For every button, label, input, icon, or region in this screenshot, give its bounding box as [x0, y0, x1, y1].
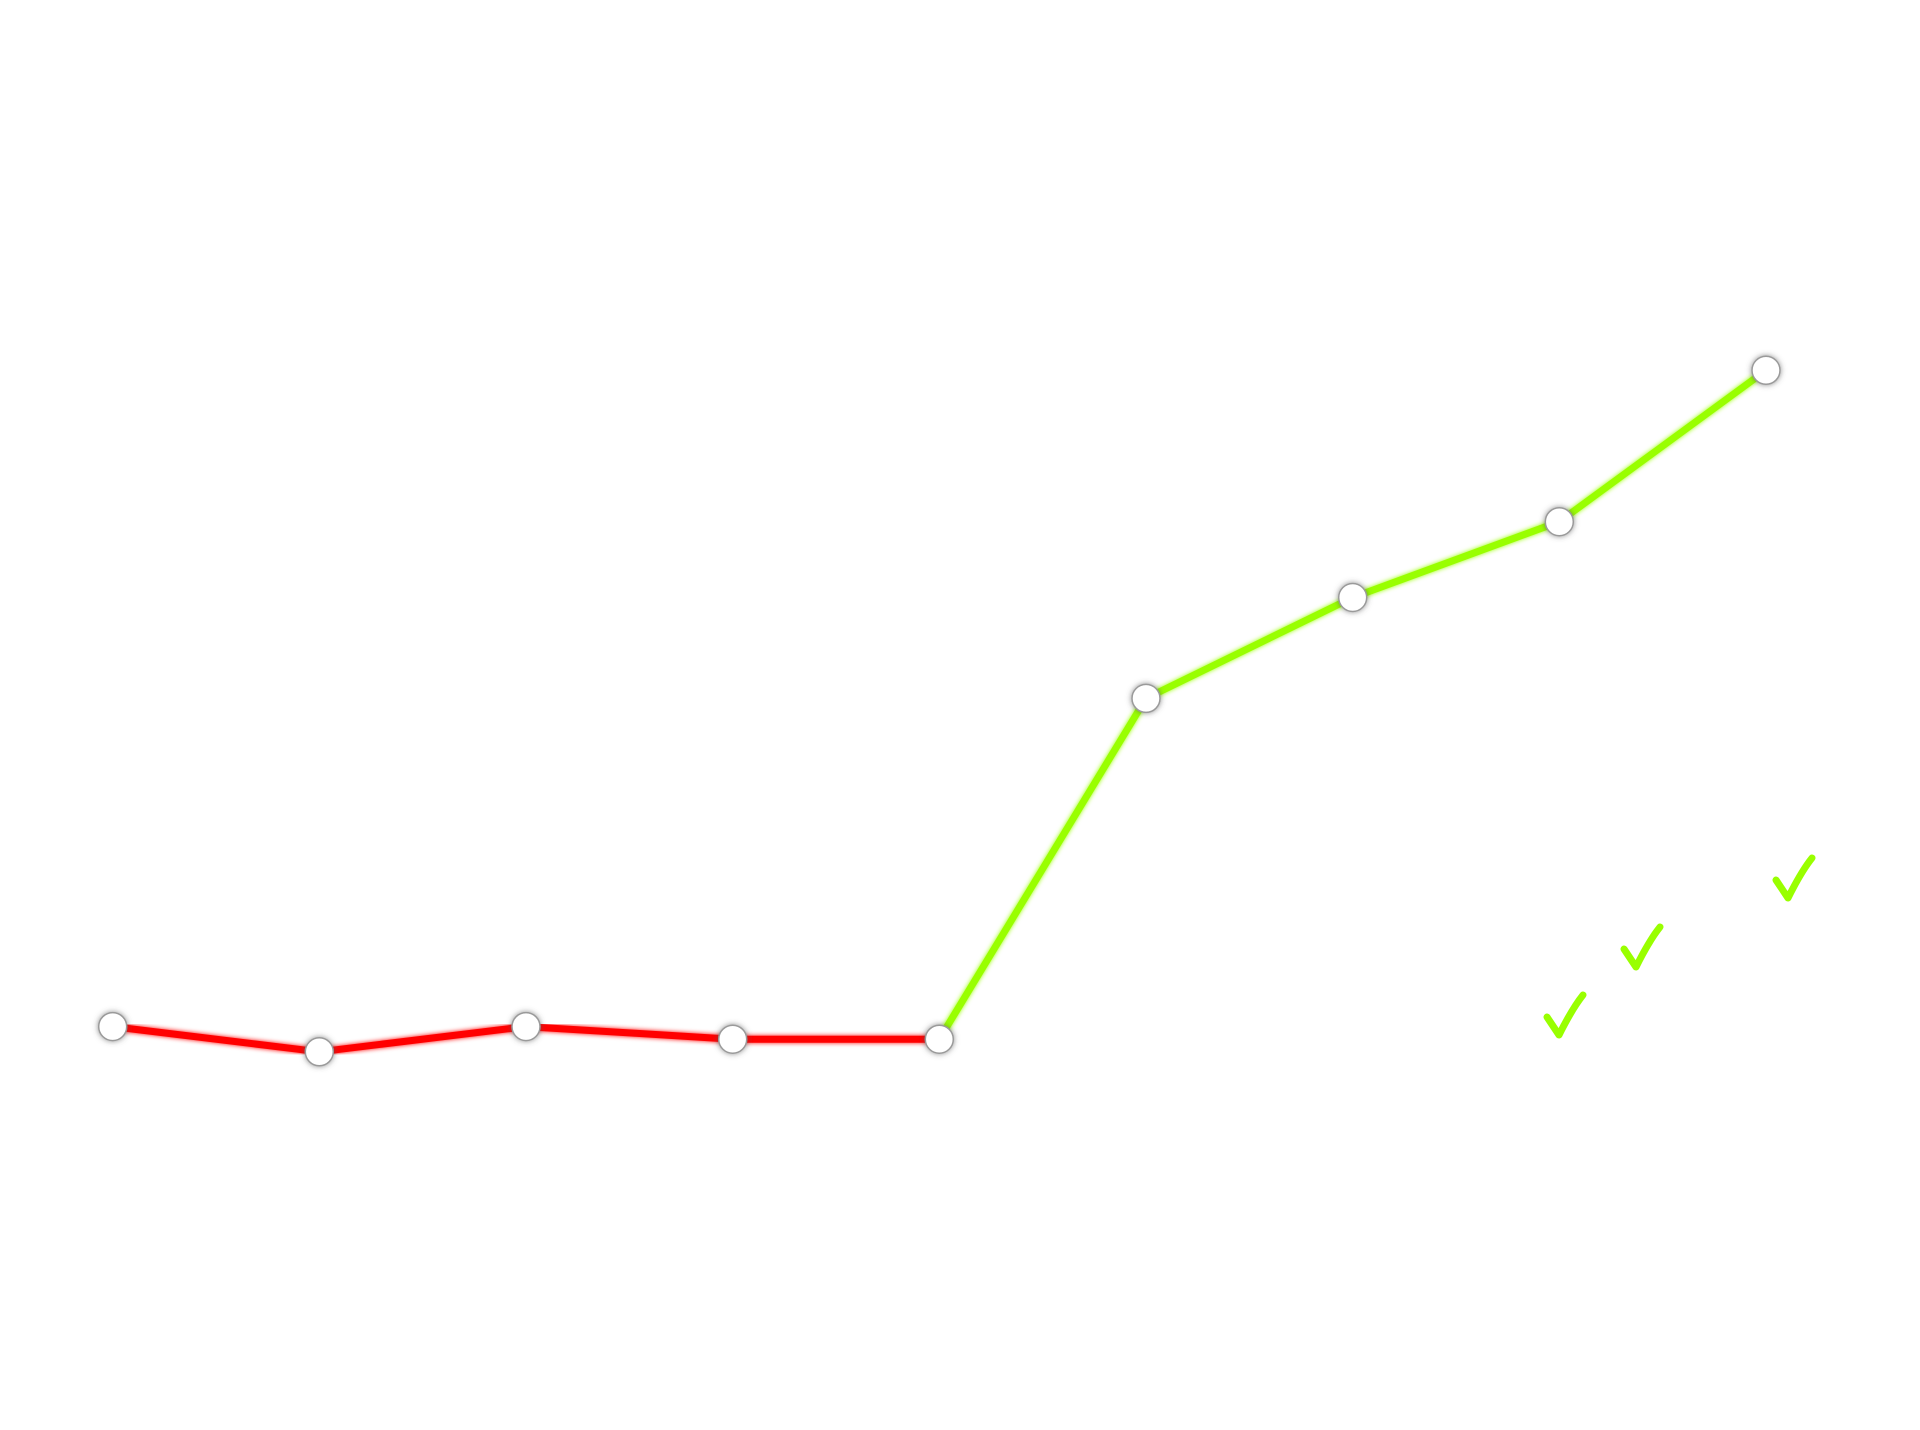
data-point-9	[1751, 355, 1781, 386]
data-point-6	[1131, 683, 1161, 714]
check-icon	[1543, 991, 1587, 1039]
check-icon	[1620, 923, 1664, 971]
annotation-layer	[1543, 854, 1816, 1039]
series-layer	[109, 366, 1770, 1056]
data-point-4	[717, 1024, 748, 1054]
data-point-3	[511, 1011, 541, 1042]
data-point-1	[97, 1011, 128, 1042]
series-line-growth	[935, 366, 1770, 1043]
marker-layer	[97, 355, 1781, 1067]
data-point-7	[1337, 582, 1368, 613]
check-icon	[1772, 854, 1816, 902]
data-point-5	[924, 1024, 955, 1054]
data-point-8	[1544, 506, 1575, 537]
data-point-2	[304, 1037, 335, 1067]
